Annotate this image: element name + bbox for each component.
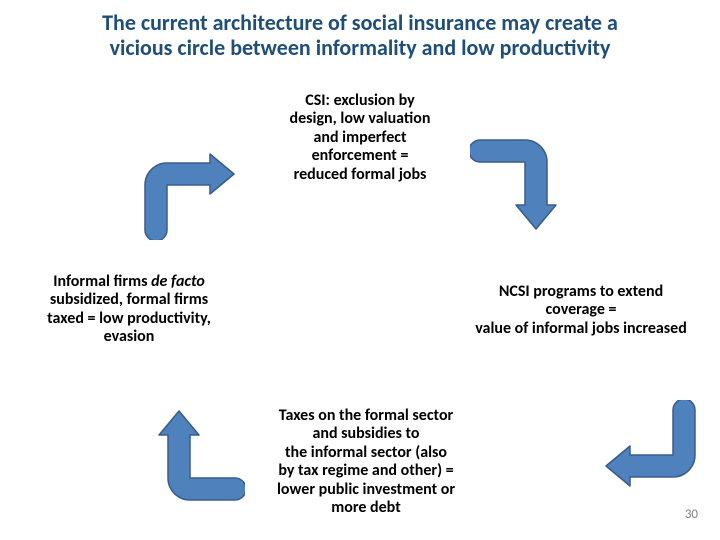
cycle-node-left: Informal firms de factosubsidized, forma… [20, 273, 238, 347]
arrow-top-right [470, 110, 600, 240]
cycle-node-bottom: Taxes on the formal sectorand subsidies … [250, 407, 482, 517]
slide-title: The current architecture of social insur… [30, 10, 690, 61]
page-number: 30 [685, 507, 698, 522]
cycle-node-top: CSI: exclusion bydesign, low valuationan… [260, 92, 460, 184]
arrow-bottom-right [595, 400, 720, 530]
title-line-1: The current architecture of social insur… [30, 10, 690, 35]
cycle-node-right: NCSI programs to extendcoverage =value o… [441, 283, 720, 338]
title-line-2: vicious circle between informality and l… [30, 35, 690, 60]
arrow-top-left [115, 110, 245, 240]
arrow-bottom-left [115, 400, 245, 530]
